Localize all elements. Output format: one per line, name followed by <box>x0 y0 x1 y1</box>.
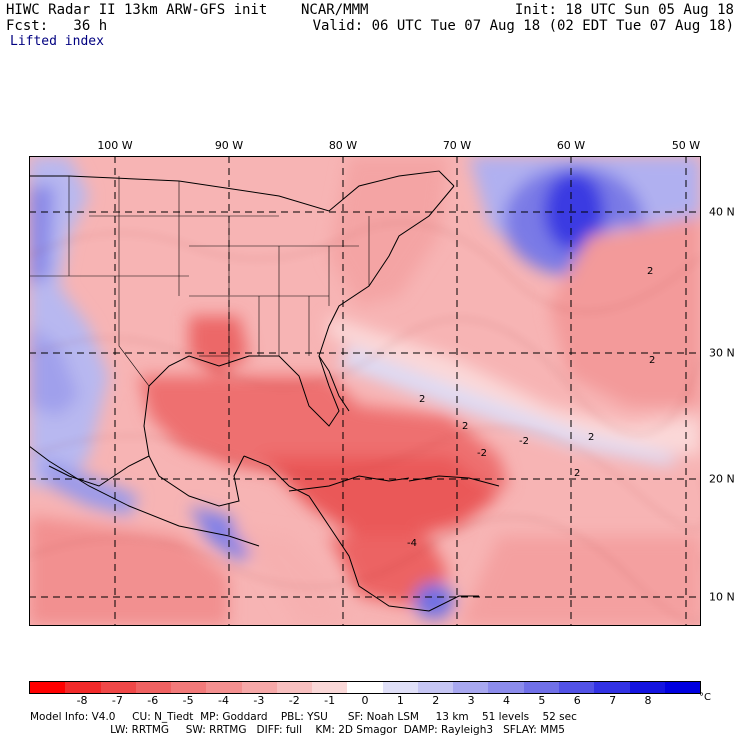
valid-time: Valid: 06 UTC Tue 07 Aug 18 (02 EDT Tue … <box>312 18 734 34</box>
colorbar-segment <box>171 682 207 693</box>
lat-lon-grid <box>29 156 701 626</box>
contour-label: 2 <box>462 421 468 432</box>
contour-label: 2 <box>649 355 655 366</box>
lat-label-30n: 30 N <box>709 346 735 360</box>
lat-label-40n: 40 N <box>709 205 735 219</box>
colorbar-segment <box>135 682 172 693</box>
colorbar-segment <box>30 682 66 693</box>
init-time: Init: 18 UTC Sun 05 Aug 18 <box>514 2 734 18</box>
colorbar-tick-label: -1 <box>324 694 336 707</box>
lat-label-10n: 10 N <box>709 590 735 604</box>
colorbar-tick-label: 5 <box>538 694 546 707</box>
colorbar-tick-label: -3 <box>253 694 265 707</box>
contour-label: -4 <box>407 538 417 549</box>
lon-label-90w: 90 W <box>214 139 244 152</box>
state-borders <box>29 176 370 387</box>
lon-label-70w: 70 W <box>442 139 472 152</box>
contour-label: 2 <box>647 266 653 277</box>
colorbar-segment <box>664 682 701 693</box>
contour-texture <box>29 222 701 622</box>
colorbar-tick-label: -4 <box>218 694 229 707</box>
colorbar-segment <box>100 682 136 693</box>
contour-label: 2 <box>588 432 594 443</box>
colorbar-tick-label: -5 <box>182 694 194 707</box>
colorbar-tick-label: 4 <box>502 694 510 707</box>
colorbar-segment <box>629 682 665 693</box>
colorbar-tick-label: 0 <box>361 694 369 707</box>
colorbar-tick-label: 3 <box>467 694 475 707</box>
contour-label: -2 <box>477 448 487 459</box>
colorbar-segment <box>417 682 454 693</box>
colorbar-tick-label: -2 <box>288 694 300 707</box>
colorbar <box>29 681 701 694</box>
colorbar-tick-label: 1 <box>396 694 404 707</box>
colorbar-segment <box>558 682 595 693</box>
colorbar-segment <box>206 682 242 693</box>
colorbar-segment <box>241 682 277 693</box>
lifted-index-map: 2 2 2 -2 -2 -4 2 2 2 <box>29 156 701 626</box>
lon-label-80w: 80 W <box>328 139 358 152</box>
colorbar-tick-label: 7 <box>609 694 617 707</box>
colorbar-segment <box>65 682 101 693</box>
colorbar-segment <box>453 682 489 693</box>
colorbar-tick-label: -7 <box>111 694 123 707</box>
contour-label: -2 <box>519 436 529 447</box>
lon-label-50w: 50 W <box>671 139 701 152</box>
contour-label: 2 <box>574 468 580 479</box>
lon-label-60w: 60 W <box>556 139 586 152</box>
lat-label-20n: 20 N <box>709 472 735 486</box>
contour-label: 2 <box>419 394 425 405</box>
colorbar-segment <box>276 682 313 693</box>
colorbar-tick-label: -8 <box>76 694 88 707</box>
field-name: Lifted index <box>10 34 104 49</box>
colorbar-tick-label: 2 <box>432 694 440 707</box>
colorbar-segment <box>523 682 559 693</box>
colorbar-segment <box>488 682 524 693</box>
colorbar-segment <box>382 682 418 693</box>
map-title: HIWC Radar II 13km ARW-GFS init NCAR/MMM <box>6 2 369 18</box>
colorbar-segment <box>312 682 348 693</box>
lon-label-100w: 100 W <box>97 139 133 152</box>
model-info-line2: LW: RRTMG SW: RRTMG DIFF: full KM: 2D Sm… <box>30 724 565 736</box>
colorbar-unit: °C <box>699 692 711 703</box>
colorbar-segment <box>347 682 383 693</box>
colorbar-segment <box>594 682 630 693</box>
colorbar-tick-label: 6 <box>573 694 581 707</box>
colorbar-tick-label: 8 <box>644 694 652 707</box>
colorbar-tick-label: -6 <box>147 694 159 707</box>
forecast-hour: Fcst: 36 h <box>6 18 108 34</box>
model-info-line1: Model Info: V4.0 CU: N_Tiedt MP: Goddard… <box>30 711 577 723</box>
map-frame <box>29 156 701 626</box>
